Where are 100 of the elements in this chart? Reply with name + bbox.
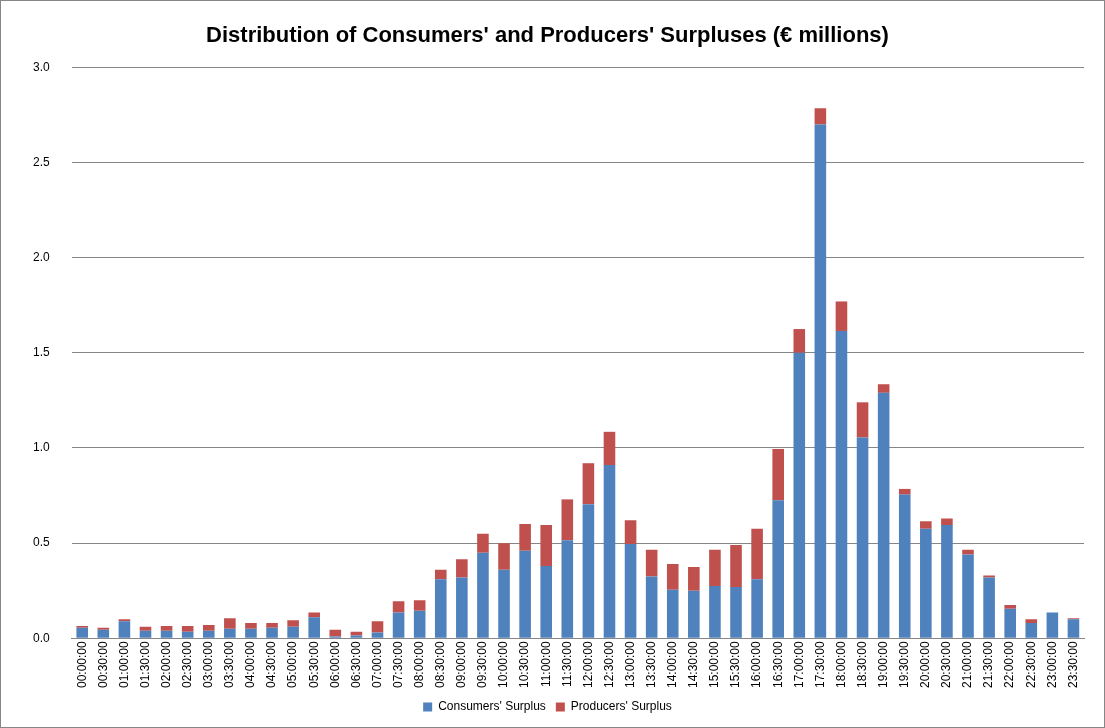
bar	[287, 620, 299, 627]
bar	[519, 550, 531, 638]
bar	[793, 352, 806, 638]
x-tick-label: 13:30:00	[643, 640, 658, 689]
bar	[434, 569, 447, 580]
bar	[751, 528, 763, 580]
x-tick-label: 20:00:00	[918, 640, 933, 689]
bar	[97, 629, 110, 638]
bar	[730, 586, 742, 638]
bar	[160, 625, 173, 631]
legend-label: Consumers' Surplus	[438, 699, 546, 714]
bar	[709, 549, 721, 586]
bar	[181, 631, 194, 638]
bar	[920, 528, 932, 638]
bar	[413, 600, 426, 611]
bar	[688, 590, 700, 638]
bar	[1067, 619, 1080, 638]
bar	[603, 465, 616, 638]
bar	[709, 585, 721, 638]
bar	[160, 630, 173, 638]
bar	[350, 635, 363, 638]
bar	[603, 431, 616, 466]
bar	[941, 518, 953, 526]
bar	[898, 488, 911, 495]
legend-label: Producers' Surplus	[570, 699, 672, 714]
bar	[245, 628, 257, 638]
x-tick-label: 12:00:00	[580, 640, 595, 689]
bar	[772, 448, 784, 501]
bar	[371, 632, 384, 638]
x-tick-label: 00:00:00	[74, 640, 89, 689]
bar	[962, 554, 974, 638]
y-tick-label: 1.5	[32, 345, 50, 360]
bar	[76, 627, 89, 638]
bar	[666, 564, 679, 590]
x-tick-label: 05:30:00	[306, 640, 321, 689]
bar	[962, 549, 974, 555]
x-tick-label: 21:30:00	[981, 640, 996, 689]
bar	[941, 525, 953, 638]
bar	[1025, 623, 1038, 638]
chart-title: Distribution of Consumers' and Producers' Surpluses (€ millions)	[206, 22, 889, 48]
bar	[666, 589, 679, 638]
x-tick-label: 16:00:00	[749, 640, 764, 689]
bar	[793, 329, 806, 353]
y-tick-label: 2.0	[32, 250, 50, 265]
bar	[1004, 608, 1016, 638]
bar	[202, 630, 215, 638]
bar	[456, 577, 468, 638]
x-tick-label: 14:30:00	[686, 640, 701, 689]
bar	[498, 569, 510, 638]
y-tick-label: 1.0	[32, 440, 50, 455]
bar	[688, 566, 700, 591]
bar	[1046, 612, 1059, 638]
x-tick-label: 19:00:00	[875, 640, 890, 689]
bar	[561, 540, 574, 638]
bar	[139, 626, 152, 631]
x-tick-label: 07:30:00	[390, 640, 405, 689]
bar	[835, 301, 848, 331]
x-tick-label: 18:30:00	[854, 640, 869, 689]
x-tick-label: 04:30:00	[264, 640, 279, 689]
bar	[540, 565, 553, 638]
bar	[181, 625, 194, 632]
x-tick-label: 20:30:00	[939, 640, 954, 689]
x-tick-label: 01:30:00	[137, 640, 152, 689]
bar	[287, 626, 299, 638]
y-tick-label: 0.5	[32, 535, 50, 550]
x-tick-label: 21:00:00	[960, 640, 975, 689]
bar	[582, 463, 595, 505]
bar	[582, 504, 595, 638]
x-tick-label: 12:30:00	[601, 640, 616, 689]
bar	[498, 543, 510, 570]
bar	[392, 601, 405, 613]
bar	[224, 618, 236, 629]
bar	[772, 500, 784, 638]
x-tick-label: 04:00:00	[243, 640, 258, 689]
x-tick-label: 06:30:00	[348, 640, 363, 689]
x-tick-label: 05:00:00	[285, 640, 300, 689]
bar	[645, 576, 658, 638]
x-tick-label: 17:30:00	[812, 640, 827, 689]
bar	[371, 621, 384, 633]
x-tick-label: 03:00:00	[201, 640, 216, 689]
x-tick-label: 00:30:00	[95, 640, 110, 689]
bar	[856, 437, 869, 638]
bar	[266, 623, 278, 628]
x-tick-label: 22:30:00	[1023, 640, 1038, 689]
bar	[456, 559, 468, 578]
x-tick-label: 18:00:00	[833, 640, 848, 689]
x-tick-label: 22:00:00	[1002, 640, 1017, 689]
x-tick-label: 10:30:00	[517, 640, 532, 689]
x-tick-label: 13:00:00	[622, 640, 637, 689]
bar	[856, 402, 869, 438]
bar	[877, 392, 890, 638]
x-tick-label: 08:30:00	[433, 640, 448, 689]
bar	[814, 124, 827, 638]
y-tick-label: 0.0	[32, 630, 50, 645]
bar	[266, 627, 278, 638]
x-tick-label: 10:00:00	[496, 640, 511, 689]
bar	[519, 524, 531, 551]
x-tick-label: 01:00:00	[116, 640, 131, 689]
bar	[202, 624, 215, 631]
x-tick-label: 15:00:00	[707, 640, 722, 689]
